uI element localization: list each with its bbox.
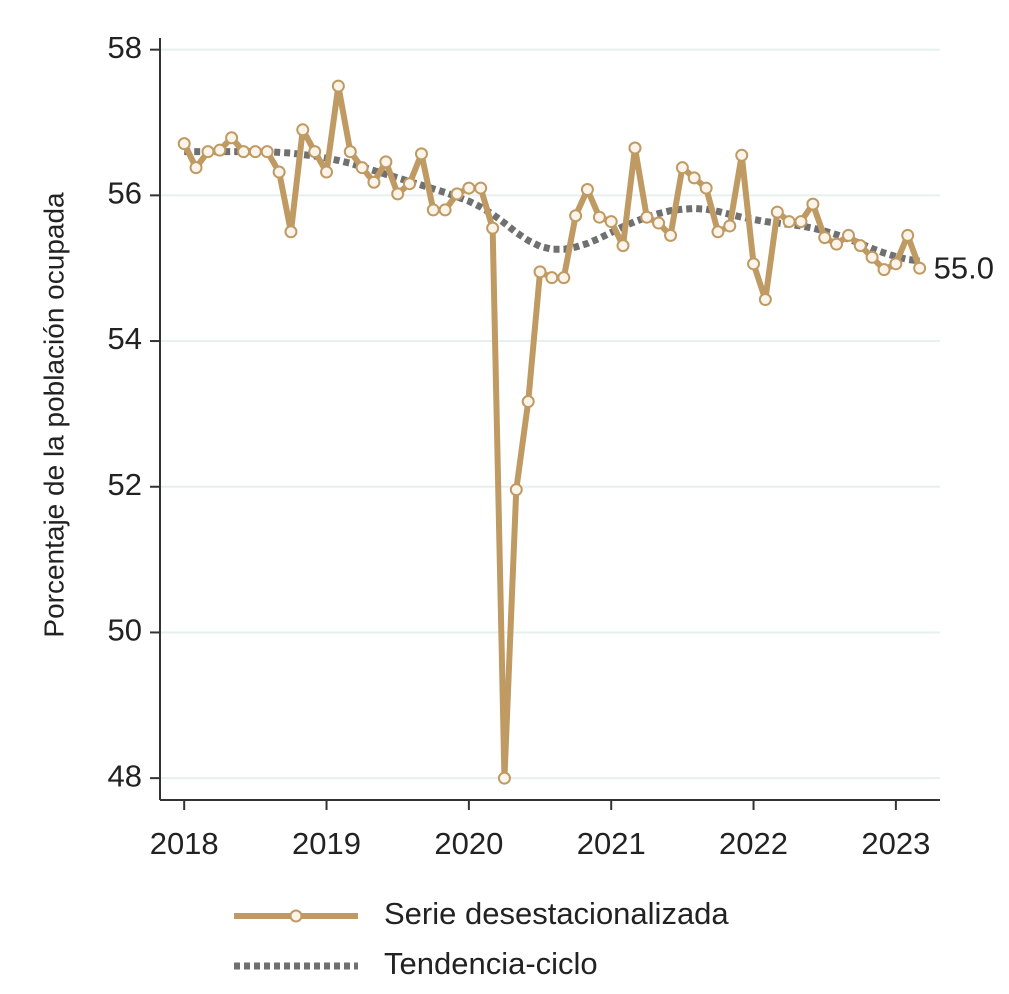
marker [296, 123, 310, 137]
marker [747, 257, 761, 271]
x-tick-label: 2022 [719, 826, 788, 861]
y-tick-label: 50 [108, 613, 142, 648]
marker [557, 271, 571, 285]
marker [889, 257, 903, 271]
x-tick-label: 2023 [861, 826, 930, 861]
marker [438, 203, 452, 217]
marker [367, 175, 381, 189]
marker [569, 209, 583, 223]
marker [794, 215, 808, 229]
marker [320, 165, 334, 179]
marker [913, 261, 927, 275]
marker [308, 145, 322, 159]
marker [521, 395, 535, 409]
marker [272, 165, 286, 179]
marker [509, 483, 523, 497]
marker [853, 239, 867, 253]
marker [604, 215, 618, 229]
marker [462, 181, 476, 195]
marker [201, 145, 215, 159]
marker [865, 250, 879, 264]
marker [652, 216, 666, 230]
marker [391, 187, 405, 201]
y-axis-label: Porcentaje de la población ocupada [38, 192, 69, 638]
x-tick-label: 2019 [292, 826, 361, 861]
series-line [181, 83, 923, 782]
marker [830, 237, 844, 251]
marker [818, 231, 832, 245]
marker [486, 221, 500, 235]
marker [343, 145, 357, 159]
marker [533, 265, 547, 279]
marker [545, 271, 559, 285]
marker [213, 143, 227, 157]
x-tick-label: 2018 [150, 826, 219, 861]
y-tick-label: 48 [108, 758, 142, 793]
marker [414, 147, 428, 161]
marker [877, 263, 891, 277]
value-label: 55.0 [934, 250, 994, 285]
marker [379, 155, 393, 169]
marker [758, 293, 772, 307]
marker [450, 187, 464, 201]
marker [628, 141, 642, 155]
legend-marker [289, 909, 303, 923]
marker [189, 161, 203, 175]
y-tick-label: 54 [108, 321, 142, 356]
marker [901, 228, 915, 242]
marker [225, 131, 239, 145]
marker [841, 228, 855, 242]
marker [331, 79, 345, 93]
marker [723, 219, 737, 233]
marker [474, 181, 488, 195]
marker [770, 205, 784, 219]
y-tick-label: 58 [108, 30, 142, 65]
y-tick-label: 52 [108, 467, 142, 502]
marker [711, 225, 725, 239]
marker [426, 203, 440, 217]
marker [355, 161, 369, 175]
marker [699, 181, 713, 195]
marker [580, 183, 594, 197]
marker [237, 145, 251, 159]
marker [640, 210, 654, 224]
marker [782, 215, 796, 229]
marker [806, 197, 820, 211]
marker [664, 228, 678, 242]
marker [687, 171, 701, 185]
marker [616, 239, 630, 253]
marker [260, 145, 274, 159]
x-tick-label: 2021 [577, 826, 646, 861]
y-tick-label: 56 [108, 176, 142, 211]
marker [284, 225, 298, 239]
marker [675, 161, 689, 175]
marker [497, 771, 511, 785]
marker [177, 137, 191, 151]
marker [248, 145, 262, 159]
legend-label: Tendencia-ciclo [384, 946, 598, 981]
marker [403, 177, 417, 191]
x-tick-label: 2020 [434, 826, 503, 861]
marker [735, 148, 749, 162]
marker [592, 210, 606, 224]
legend-label: Serie desestacionalizada [384, 896, 729, 931]
